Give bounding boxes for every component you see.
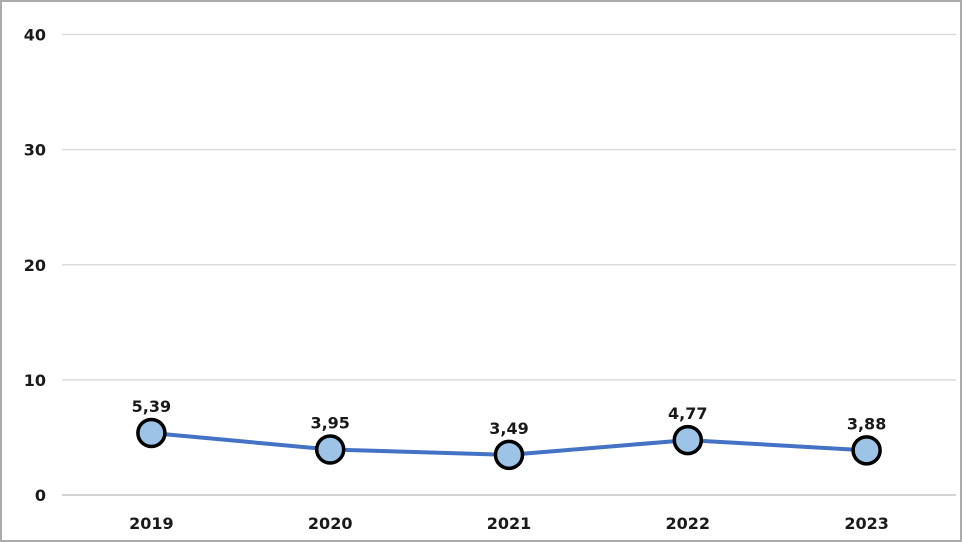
y-tick-label: 10 [24,371,46,390]
data-point-marker [136,417,167,449]
data-point-marker [493,439,525,471]
data-point-marker [672,424,704,456]
data-labels: 5,39 3,95 3,49 4,77 3,88 [132,397,887,438]
gridlines [62,33,956,496]
data-label: 3,88 [847,414,886,433]
x-category-label: 2020 [308,514,353,533]
y-tick-label: 30 [24,141,46,160]
data-label: 5,39 [132,397,171,416]
y-tick-label: 0 [35,486,46,505]
data-point-markers [136,417,882,471]
y-axis-tick-labels: 0 10 20 30 40 [24,26,46,506]
data-point-marker [851,435,882,466]
x-category-label: 2023 [844,514,889,533]
x-category-label: 2019 [129,514,174,533]
x-category-label: 2021 [487,514,532,533]
y-tick-label: 20 [24,256,46,275]
data-label: 4,77 [668,404,707,423]
x-category-label: 2022 [666,514,711,533]
data-label: 3,95 [310,414,349,433]
y-tick-label: 40 [24,26,46,45]
x-axis-category-labels: 2019 2020 2021 2022 2023 [129,514,889,533]
data-point-marker [314,434,346,465]
data-label: 3,49 [489,419,528,438]
